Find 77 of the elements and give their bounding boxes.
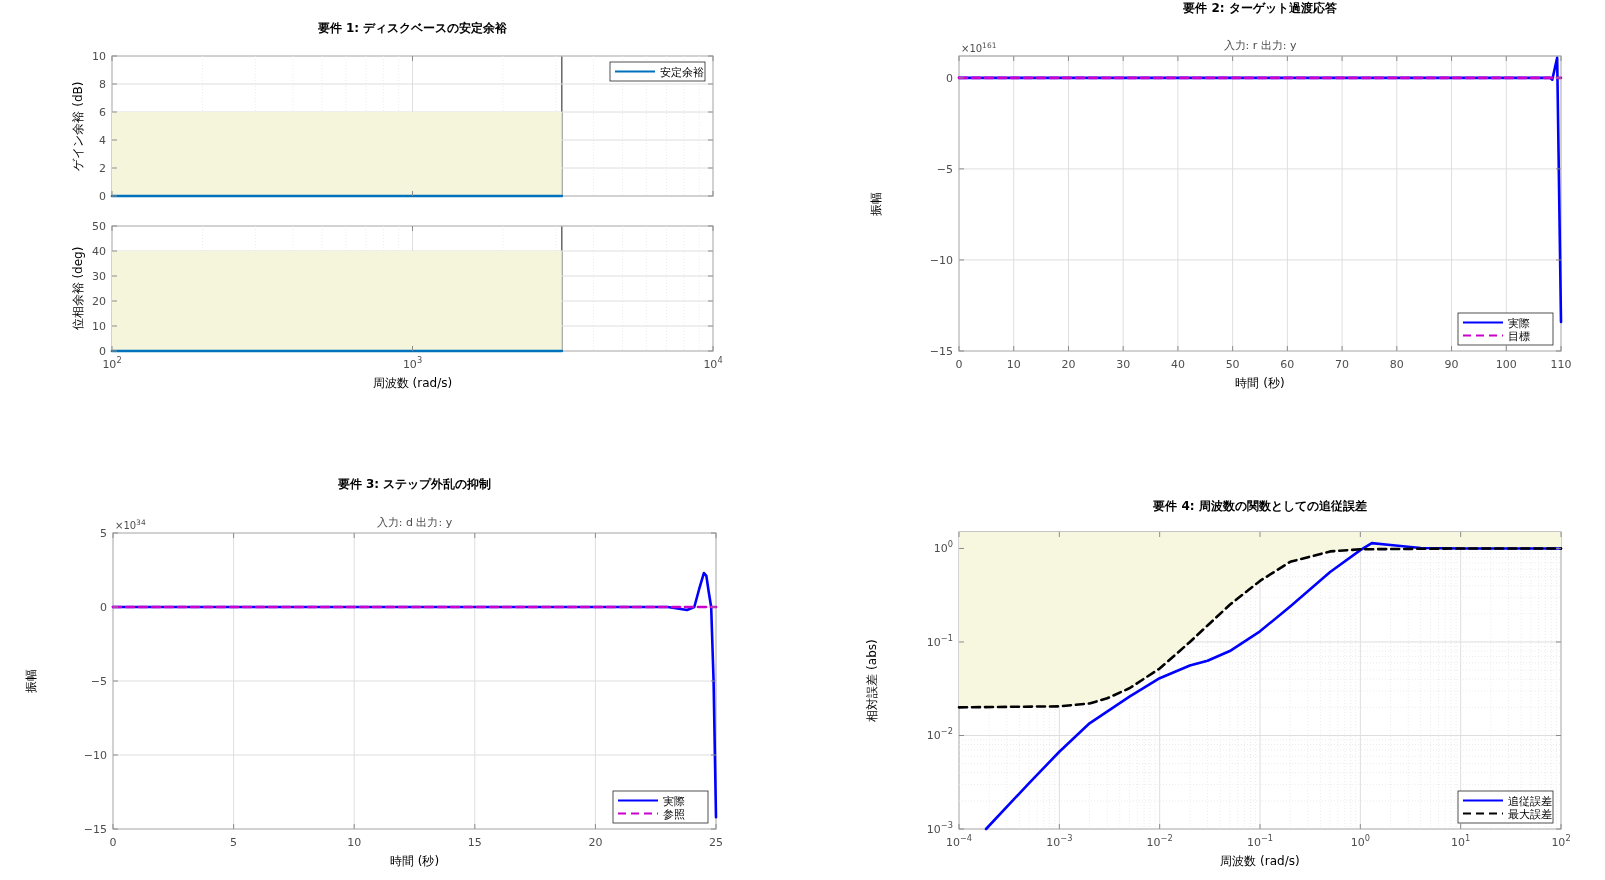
y-tick-label: 0	[99, 345, 106, 358]
x-tick-label: 0	[955, 358, 963, 371]
x-tick-label: 10$^{−2}$	[1146, 833, 1173, 849]
y-tick-label: −15	[83, 823, 107, 836]
y-axis-title: 相対誤差 (abs)	[865, 639, 879, 722]
y-tick-label: 10$^{−2}$	[926, 726, 953, 743]
x-tick-label: 60	[1280, 358, 1295, 371]
x-tick-label: 20	[1061, 358, 1076, 371]
y-tick-label: 40	[92, 245, 106, 258]
y-tick-label: 30	[92, 270, 106, 283]
chart-title: 要件 4: 周波数の関数としての追従誤差	[1152, 499, 1367, 513]
y-tick-label: 50	[92, 220, 106, 233]
y-tick-label: −5	[90, 675, 107, 688]
y-tick-label: 6	[99, 106, 106, 119]
x-tick-label: 100	[1495, 358, 1517, 371]
x-tick-label: 10$^{−4}$	[945, 833, 973, 849]
x-tick-label: 10$^{1}$	[1451, 833, 1471, 849]
legend-label: 安定余裕	[660, 65, 704, 79]
x-tick-label: 30	[1116, 358, 1131, 371]
legend-label: 目標	[1508, 329, 1530, 343]
x-tick-label: 10$^{2}$	[102, 355, 122, 371]
legend-label: 実際	[1508, 316, 1530, 330]
y-tick-label: −15	[929, 345, 953, 358]
y-tick-label: 10	[92, 320, 106, 333]
y-tick-label: 20	[92, 295, 106, 308]
x-tick-label: 70	[1335, 358, 1350, 371]
x-tick-label: 10$^{0}$	[1350, 833, 1370, 849]
y-tick-label: −10	[929, 253, 953, 267]
legend-label: 追従誤差	[1508, 794, 1552, 808]
y-tick-label: 0	[99, 190, 106, 203]
x-tick-label: 10$^{3}$	[402, 355, 423, 371]
y-axis-title: 位相余裕 (deg)	[71, 246, 85, 331]
x-axis-title: 時間 (秒)	[389, 854, 440, 868]
x-tick-label: 15	[467, 836, 482, 849]
x-tick-label: 110	[1550, 358, 1572, 371]
y-axis-title: 振幅	[869, 191, 883, 216]
y-axis-title: 振幅	[24, 669, 38, 693]
y-tick-label: 10	[92, 50, 106, 63]
y-tick-label: 0	[100, 601, 107, 614]
chart-title: 要件 2: ターゲット過渡応答	[1182, 1, 1338, 15]
x-axis-title: 周波数 (rad/s)	[372, 376, 453, 390]
chart-title: 要件 3: ステップ外乱の抑制	[336, 477, 492, 491]
chart-subtitle: 入力: d 出力: y	[376, 516, 453, 529]
x-axis-title: 時間 (秒)	[1235, 376, 1285, 390]
x-tick-label: 20	[588, 836, 603, 849]
x-tick-label: 10	[347, 836, 362, 849]
x-tick-label: 10$^{2}$	[1551, 833, 1571, 849]
y-tick-label: 2	[99, 162, 106, 175]
x-tick-label: 10$^{−3}$	[1046, 833, 1073, 849]
y-tick-label: 8	[99, 78, 106, 91]
y-tick-label: −10	[83, 749, 107, 762]
y-tick-label: −5	[936, 162, 953, 176]
x-tick-label: 80	[1389, 358, 1404, 371]
x-tick-label: 40	[1170, 358, 1185, 371]
legend-label: 参照	[663, 807, 685, 821]
legend-label: 最大誤差	[1508, 807, 1552, 821]
x-tick-label: 25	[709, 836, 723, 849]
chart-title: 要件 1: ディスクベースの安定余裕	[316, 21, 509, 35]
x-axis-title: 周波数 (rad/s)	[1220, 854, 1300, 868]
y-tick-label: 4	[99, 134, 106, 147]
x-tick-label: 50	[1225, 358, 1240, 371]
text: ×10$^{161}$	[961, 40, 997, 54]
x-tick-label: 10$^{4}$	[703, 355, 723, 371]
y-tick-label: 10$^{−1}$	[926, 632, 953, 649]
chart-subtitle: 入力: r 出力: y	[1223, 39, 1297, 52]
legend-label: 実際	[663, 794, 685, 808]
x-tick-label: 5	[230, 836, 238, 849]
x-tick-label: 10$^{−1}$	[1246, 833, 1274, 849]
y-tick-label: 10$^{−3}$	[926, 820, 953, 836]
x-tick-label: 10	[1006, 358, 1021, 371]
x-tick-label: 90	[1444, 358, 1459, 371]
text: ×10$^{34}$	[115, 517, 146, 531]
y-axis-title: ゲイン余裕 (dB)	[71, 81, 85, 171]
y-tick-label: 5	[100, 527, 107, 540]
x-tick-label: 0	[109, 836, 117, 849]
y-tick-label: 0	[946, 71, 953, 85]
y-tick-label: 10$^{0}$	[933, 539, 953, 556]
